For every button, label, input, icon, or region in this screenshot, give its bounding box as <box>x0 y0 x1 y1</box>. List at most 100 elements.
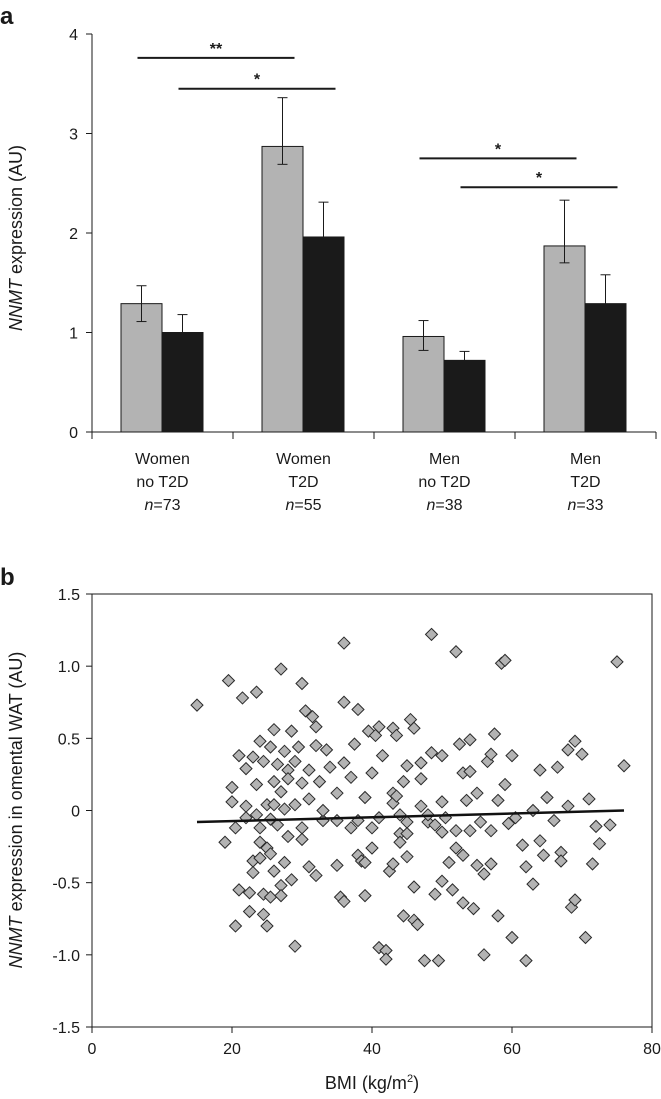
data-point <box>484 857 498 871</box>
data-point <box>302 763 316 777</box>
data-point <box>442 855 456 870</box>
bar-grey-1 <box>261 145 304 433</box>
data-point <box>302 860 316 874</box>
data-point <box>407 880 421 894</box>
data-point <box>379 952 393 966</box>
data-point <box>337 636 351 650</box>
data-point <box>456 896 470 910</box>
data-point <box>302 792 316 806</box>
data-point <box>466 901 481 916</box>
data-point <box>473 815 488 829</box>
x-tick-label: 80 <box>643 1041 661 1058</box>
data-point <box>365 821 379 835</box>
data-point <box>284 873 299 887</box>
data-point <box>470 858 484 873</box>
data-point <box>561 743 575 757</box>
data-point <box>358 790 372 805</box>
data-point <box>319 743 334 757</box>
data-point <box>267 722 281 737</box>
data-point <box>533 834 547 848</box>
data-point <box>449 841 463 855</box>
data-point <box>582 792 596 806</box>
data-point <box>281 829 295 844</box>
data-point <box>295 821 309 835</box>
bar-grey-3 <box>543 245 586 433</box>
data-point <box>288 939 302 953</box>
data-point <box>435 748 449 763</box>
data-point <box>284 724 299 738</box>
data-point <box>501 816 516 831</box>
category-n-value: =73 <box>153 497 180 514</box>
data-point <box>337 695 351 709</box>
panel-b-y-axis-label: NNMT expression in omental WAT (AU) <box>6 652 26 969</box>
data-point <box>365 766 379 780</box>
data-point <box>445 883 460 897</box>
data-point <box>330 858 344 873</box>
data-point <box>526 877 540 891</box>
category-label-line2: no T2D <box>418 474 470 491</box>
data-point <box>274 888 288 903</box>
data-point <box>568 734 582 748</box>
data-point <box>435 874 449 888</box>
y-tick-label: 0 <box>71 804 80 821</box>
bar-black-2 <box>443 359 486 433</box>
data-point <box>484 747 498 761</box>
data-point <box>239 761 253 776</box>
data-point <box>246 750 260 764</box>
y-tick-label: -1.5 <box>52 1020 80 1037</box>
data-point <box>375 748 390 763</box>
data-point <box>291 740 306 754</box>
panel-b-y-axis-label-gene: NNMT <box>6 914 26 968</box>
data-point <box>438 811 453 825</box>
data-point <box>298 704 313 718</box>
data-point <box>249 808 264 822</box>
panel-b: b -1.5 -1.0 -0.5 0 0.5 1.0 1.5 0 20 40 60 80 BMI (… <box>0 564 661 1093</box>
data-point <box>515 838 530 852</box>
data-point <box>400 849 414 864</box>
data-point <box>242 904 257 919</box>
category-n-label: n=55 <box>285 497 321 514</box>
data-point <box>575 747 589 761</box>
panel-b-x-axis-label-text: BMI (kg/m <box>325 1073 407 1093</box>
data-point <box>316 803 330 818</box>
data-point <box>253 734 267 748</box>
data-point <box>414 772 428 786</box>
category-n-value: =33 <box>576 497 603 514</box>
category-n-italic: n <box>567 497 576 514</box>
data-point <box>330 813 344 828</box>
data-point <box>312 774 327 789</box>
data-point <box>253 821 267 835</box>
panel-b-letter: b <box>0 564 15 591</box>
data-point <box>267 774 281 789</box>
data-point <box>270 818 285 832</box>
y-tick-label: 0.5 <box>58 731 80 748</box>
data-point <box>410 917 425 932</box>
data-point <box>561 799 575 813</box>
data-point <box>449 645 463 659</box>
data-point <box>228 919 243 933</box>
data-point <box>592 836 607 851</box>
data-point <box>337 894 351 909</box>
data-point <box>414 756 428 770</box>
panel-a-y-axis-label-gene: NNMT <box>6 277 26 331</box>
data-point <box>400 826 414 841</box>
data-point <box>218 835 232 849</box>
panel-b-x-axis-label-sup: 2 <box>407 1073 413 1085</box>
category-label-line1: Women <box>135 451 190 468</box>
y-tick-label: 3 <box>69 127 78 144</box>
y-tick-label: 2 <box>69 226 78 243</box>
data-point <box>358 888 372 903</box>
category-label-line1: Men <box>570 451 601 468</box>
data-point <box>498 653 512 668</box>
category-n-italic: n <box>144 497 153 514</box>
data-point <box>253 835 267 849</box>
y-tick-label: 0 <box>69 425 78 442</box>
data-point <box>487 727 502 741</box>
category-label-line1: Men <box>429 451 460 468</box>
data-point <box>463 823 477 838</box>
data-point <box>267 798 281 812</box>
y-tick-label: 1.0 <box>58 659 80 676</box>
data-point <box>463 764 477 779</box>
data-point <box>568 893 582 907</box>
data-point <box>435 795 449 809</box>
